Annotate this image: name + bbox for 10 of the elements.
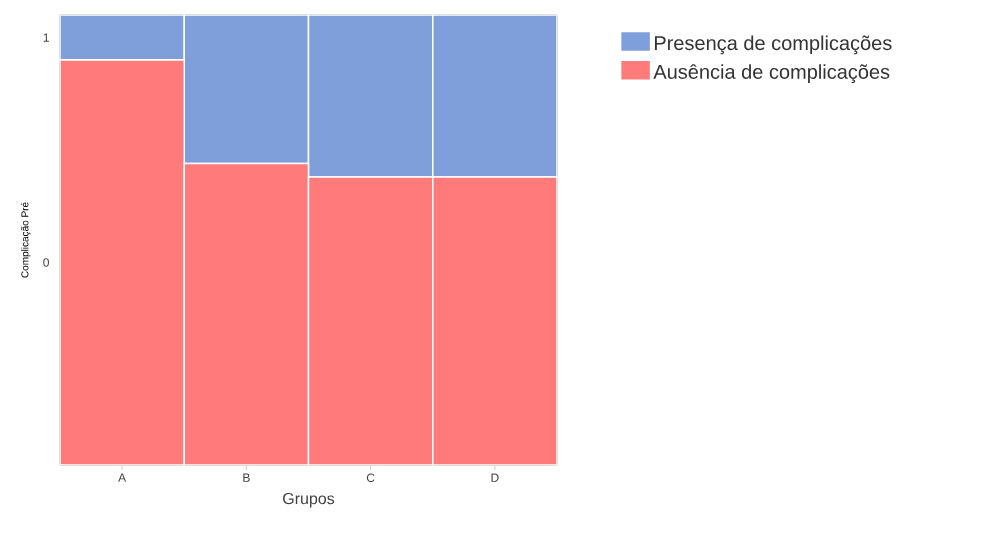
- text: 0: [43, 258, 49, 267]
- x-tick-label: B: [243, 473, 250, 482]
- y-axis-title: Complicação Pré: [20, 202, 31, 278]
- legend-label: Presença de complicações: [654, 35, 892, 55]
- x-tick-label: D: [491, 473, 499, 482]
- text: 1: [43, 33, 49, 42]
- x-tick-label: A: [118, 473, 127, 482]
- x-axis-title: Grupos: [283, 492, 335, 508]
- legend-label: Ausência de complicações: [653, 64, 890, 83]
- x-tick-label: C: [366, 473, 375, 483]
